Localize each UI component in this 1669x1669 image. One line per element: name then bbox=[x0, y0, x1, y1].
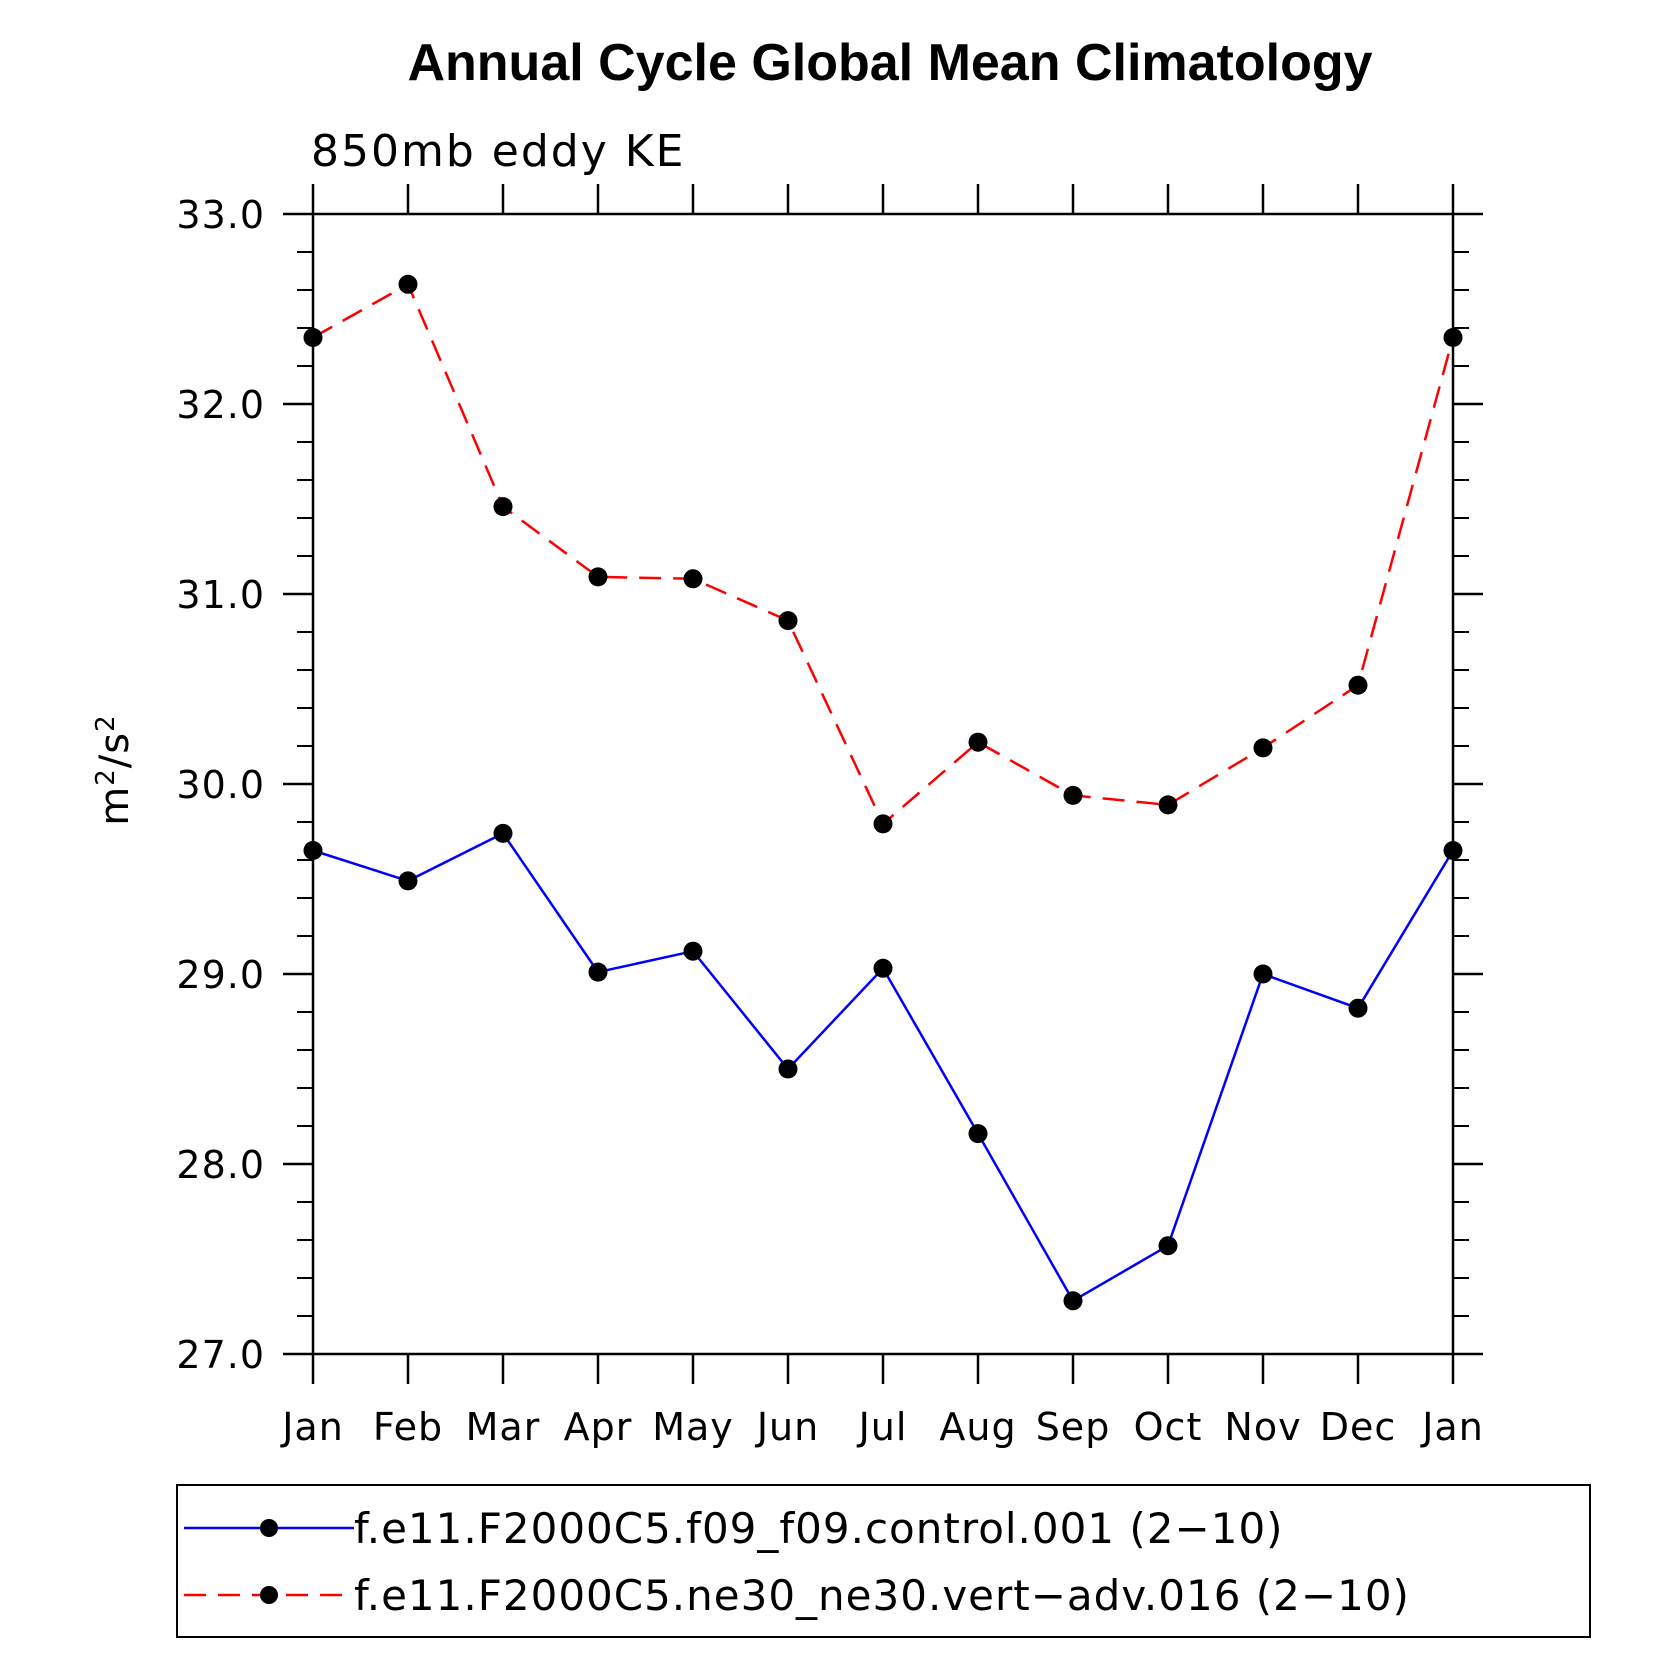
chart-title: Annual Cycle Global Mean Climatology bbox=[407, 34, 1372, 92]
y-tick-label: 29.0 bbox=[176, 953, 265, 997]
legend-box bbox=[176, 1484, 1591, 1638]
y-axis-label-mid: /s bbox=[92, 732, 138, 768]
legend-label-vert-adv: f.e11.F2000C5.ne30_ne30.vert−adv.016 (2−… bbox=[354, 1571, 1410, 1620]
y-axis-label-exp1: 2 bbox=[91, 768, 121, 786]
data-point bbox=[683, 941, 703, 961]
x-tick-label: Jul bbox=[857, 1405, 908, 1449]
y-axis-label: m2/s2 bbox=[91, 714, 138, 825]
x-tick-label: Sep bbox=[1036, 1405, 1111, 1449]
y-axis-label-base: m bbox=[92, 786, 138, 826]
data-point bbox=[873, 958, 893, 978]
series-line bbox=[312, 831, 1455, 1303]
data-point bbox=[493, 823, 513, 843]
x-tick-label: Aug bbox=[939, 1405, 1016, 1449]
data-point bbox=[1443, 841, 1463, 860]
y-tick-labels: 27.0 28.0 29.0 30.0 31.0 32.0 33.0 bbox=[176, 193, 265, 1377]
y-tick-label: 30.0 bbox=[176, 763, 265, 807]
y-tick-label: 33.0 bbox=[176, 193, 265, 237]
data-point bbox=[778, 1059, 798, 1079]
series-line bbox=[312, 282, 1455, 826]
legend-marker-vert-adv bbox=[260, 1586, 278, 1604]
series-1 bbox=[303, 274, 1463, 834]
data-point bbox=[493, 497, 513, 517]
data-point bbox=[588, 962, 608, 982]
data-point bbox=[1063, 1291, 1083, 1311]
x-tick-label: Apr bbox=[564, 1405, 633, 1449]
plot-frame bbox=[311, 212, 1455, 1356]
chart-subtitle: 850mb eddy KE bbox=[311, 126, 685, 177]
data-point bbox=[1253, 964, 1273, 984]
x-tick-label: Jun bbox=[755, 1405, 819, 1449]
data-point bbox=[588, 567, 608, 587]
x-tick-label: Oct bbox=[1134, 1405, 1203, 1449]
y-tick-label: 32.0 bbox=[176, 383, 265, 427]
legend: f.e11.F2000C5.f09_f09.control.001 (2−10)… bbox=[176, 1484, 1591, 1638]
data-point bbox=[778, 611, 798, 631]
series-0 bbox=[303, 823, 1463, 1311]
x-tick-label: Mar bbox=[466, 1405, 541, 1449]
data-point bbox=[1443, 328, 1463, 347]
data-point bbox=[1348, 998, 1368, 1018]
data-point bbox=[1158, 1236, 1178, 1256]
x-tick-label: Jan bbox=[280, 1405, 344, 1449]
series-layer bbox=[303, 274, 1463, 1311]
plot-axes bbox=[283, 184, 1483, 1384]
data-point bbox=[1348, 675, 1368, 695]
x-tick-label: Jan bbox=[1420, 1405, 1484, 1449]
x-tick-labels: Jan Feb Mar Apr May Jun Jul Aug Sep Oct Nov Dec Jan bbox=[280, 1405, 1484, 1449]
x-tick-label: Nov bbox=[1224, 1405, 1301, 1449]
data-point bbox=[398, 871, 418, 891]
data-point bbox=[873, 814, 893, 834]
y-tick-label: 28.0 bbox=[176, 1143, 265, 1187]
x-tick-label: May bbox=[652, 1405, 734, 1449]
data-point bbox=[398, 274, 418, 294]
legend-marker-control bbox=[260, 1519, 278, 1537]
data-point bbox=[303, 328, 323, 347]
data-point bbox=[1158, 795, 1178, 815]
data-point bbox=[968, 1124, 988, 1144]
y-tick-label: 31.0 bbox=[176, 573, 265, 617]
x-tick-label: Dec bbox=[1320, 1405, 1397, 1449]
y-tick-label: 27.0 bbox=[176, 1333, 265, 1377]
y-axis-label-exp2: 2 bbox=[91, 714, 121, 732]
data-point bbox=[683, 569, 703, 589]
data-point bbox=[303, 841, 323, 860]
data-point bbox=[1063, 785, 1083, 805]
data-point bbox=[968, 732, 988, 752]
x-tick-label: Feb bbox=[373, 1405, 443, 1449]
legend-label-control: f.e11.F2000C5.f09_f09.control.001 (2−10) bbox=[354, 1504, 1284, 1553]
data-point bbox=[1253, 738, 1273, 758]
